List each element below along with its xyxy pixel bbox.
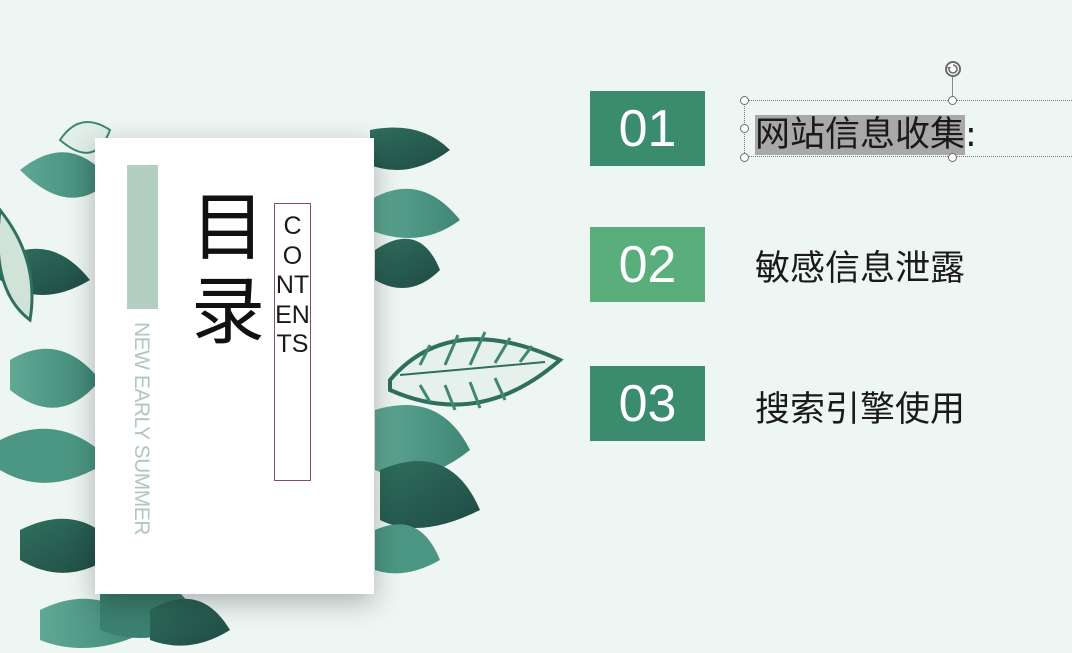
rotate-handle-icon[interactable] [943,59,963,79]
resize-handle-top-middle[interactable] [948,96,957,105]
resize-handle-middle-left[interactable] [740,124,749,133]
item-number-02[interactable]: 02 [590,227,705,302]
contents-card: NEW EARLY SUMMER 目录 CONTENTS [95,138,374,594]
contents-label: CONTENTS [275,212,310,358]
item-number-03[interactable]: 03 [590,366,705,441]
resize-handle-bottom-middle[interactable] [948,153,957,162]
resize-handle-top-left[interactable] [740,96,749,105]
card-subtitle: NEW EARLY SUMMER [130,322,153,535]
rotation-handle-stem [952,76,953,100]
text-selection-frame[interactable] [744,100,1072,157]
item-number-01[interactable]: 01 [590,91,705,166]
item-text-01-suffix: : [965,115,977,155]
item-text-01-highlighted[interactable]: 网站信息收集 [755,115,966,155]
card-title: 目录 [191,185,265,355]
contents-label-box: CONTENTS [274,203,311,481]
tropical-leaves-decoration [0,121,564,648]
card-accent-bar [127,165,158,309]
item-text-01[interactable]: 网站信息收集: [755,106,977,157]
item-text-03[interactable]: 搜索引擎使用 [755,390,966,430]
resize-handle-bottom-left[interactable] [740,153,749,162]
item-text-02[interactable]: 敏感信息泄露 [755,249,966,289]
